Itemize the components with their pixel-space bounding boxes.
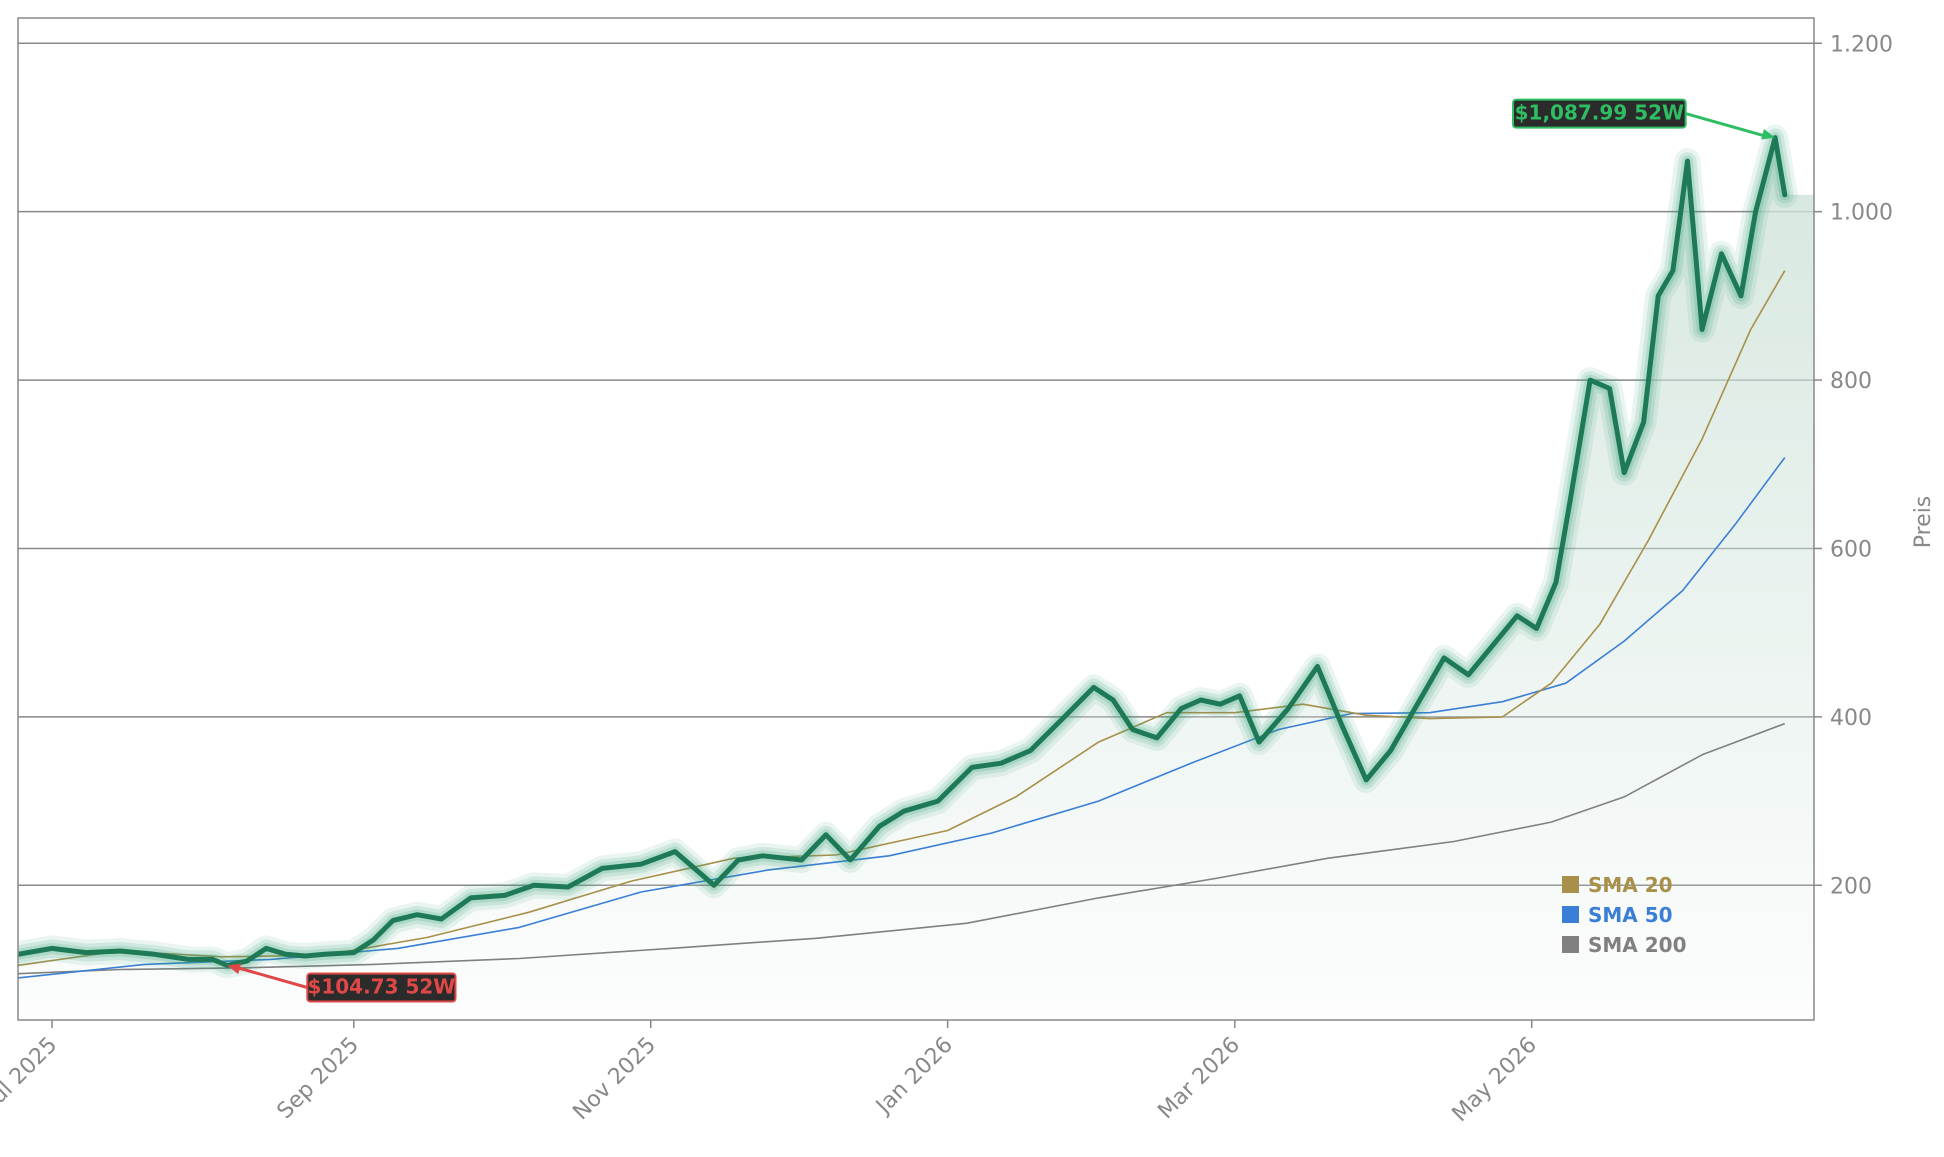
sma200-line xyxy=(18,722,1786,975)
x-tick-label: May 2026 xyxy=(1448,1033,1542,1127)
y-tick-label: 1.000 xyxy=(1830,201,1893,226)
x-axis: Jul 2025 Sep 2025 Nov 2025 Jan 2026 Mar 2026… xyxy=(0,1020,1542,1127)
y-tick-label: 600 xyxy=(1830,537,1872,562)
plot-area xyxy=(18,124,1814,1020)
legend-swatch xyxy=(1562,906,1579,923)
annotation-box xyxy=(1512,98,1687,129)
legend-item: SMA 200 xyxy=(1562,933,1687,957)
price-area-fill xyxy=(18,137,1814,1020)
annotation-arrowhead xyxy=(1761,128,1776,140)
annotation-text: $104.73 52W xyxy=(307,974,455,998)
x-tick-label: Nov 2025 xyxy=(568,1033,661,1126)
legend: SMA 20 SMA 50 SMA 200 xyxy=(1562,873,1687,957)
annotation-arrow xyxy=(1685,112,1768,139)
y-axis-label: Preis xyxy=(1911,496,1936,549)
legend-label: SMA 20 xyxy=(1588,873,1673,897)
annotation-box xyxy=(306,972,457,1003)
x-tick-label: Jul 2025 xyxy=(0,1033,62,1115)
y-tick-label: 800 xyxy=(1830,369,1872,394)
y-tick-label: 200 xyxy=(1830,874,1872,899)
legend-item: SMA 50 xyxy=(1562,903,1673,927)
plot-frame xyxy=(17,17,1815,1021)
high-52w-annotation: $1,087.99 52W xyxy=(1512,98,1776,140)
y-tick-label: 400 xyxy=(1830,706,1872,731)
y-axis: 200 400 600 800 1.000 1.200 xyxy=(1814,32,1893,899)
annotation-arrowhead xyxy=(227,963,242,975)
legend-swatch xyxy=(1562,936,1579,953)
annotation-arrow xyxy=(232,965,308,989)
legend-item: SMA 20 xyxy=(1562,873,1673,897)
x-tick-label: Mar 2026 xyxy=(1153,1033,1245,1125)
annotations: $1,087.99 52W $104.73 52W xyxy=(227,98,1776,1003)
legend-swatch xyxy=(1562,876,1579,893)
x-tick-label: Jan 2026 xyxy=(870,1033,958,1121)
low-52w-annotation: $104.73 52W xyxy=(227,963,457,1003)
annotation-text: $1,087.99 52W xyxy=(1515,101,1684,125)
x-tick-label: Sep 2025 xyxy=(273,1033,365,1125)
y-tick-label: 1.200 xyxy=(1830,32,1893,57)
legend-label: SMA 50 xyxy=(1588,903,1673,927)
sma50-line xyxy=(18,457,1786,979)
legend-label: SMA 200 xyxy=(1588,933,1687,957)
price-line xyxy=(18,135,1788,968)
